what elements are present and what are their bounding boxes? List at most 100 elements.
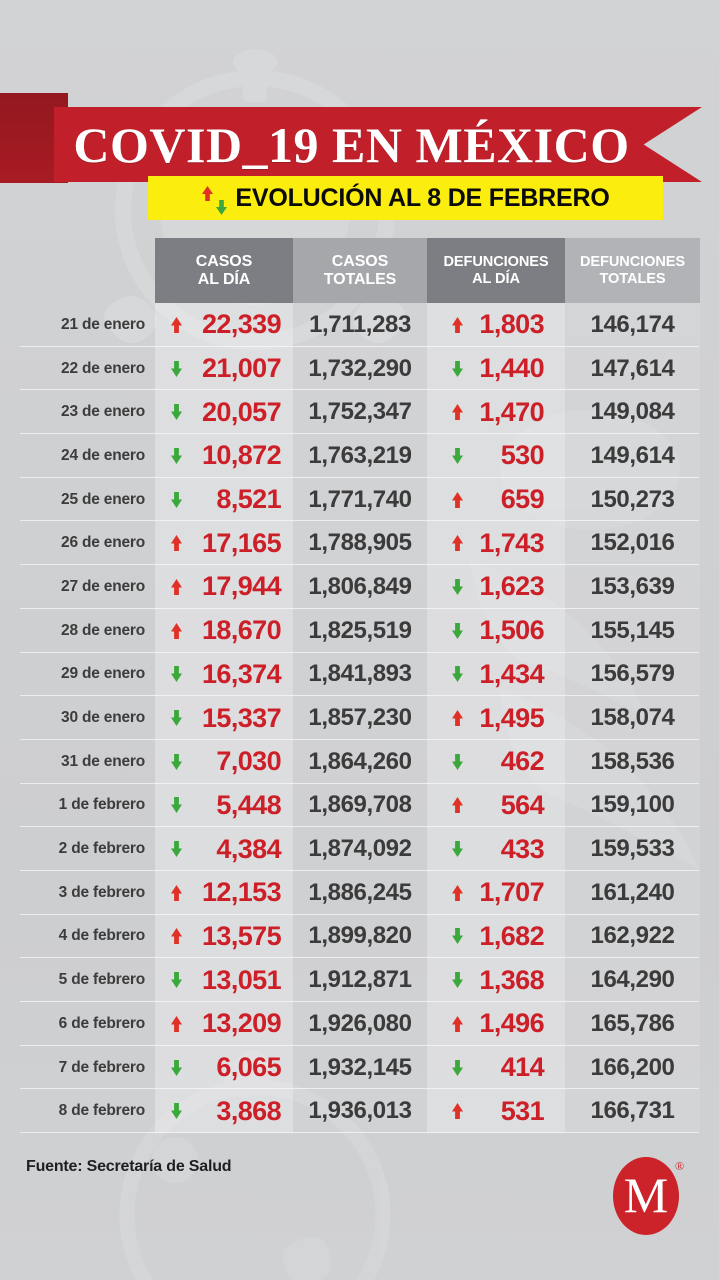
- cell-deaths-day: 1,368: [427, 958, 565, 1002]
- cell-cases-total: 1,936,013: [293, 1089, 427, 1134]
- cell-deaths-day: 1,470: [427, 390, 565, 435]
- cell-deaths-total: 149,614: [565, 434, 700, 478]
- cell-deaths-total: 149,084: [565, 390, 700, 435]
- logo-oval-shape: [613, 1157, 679, 1235]
- value-deaths-day: 1,434: [479, 658, 544, 689]
- table-row: 24 de enero 10,872 1,763,219 530 149,614: [0, 434, 719, 478]
- page-title: COVID_19 EN MÉXICO: [73, 116, 630, 173]
- value-cases-day: 22,339: [202, 309, 282, 340]
- cell-deaths-day: 1,707: [427, 870, 565, 915]
- value-deaths-total: 149,614: [590, 441, 675, 469]
- value-cases-total: 1,825,519: [308, 616, 412, 644]
- value-cases-day: 6,065: [216, 1052, 281, 1083]
- cell-cases-total: 1,932,145: [293, 1045, 427, 1090]
- value-deaths-total: 147,614: [590, 354, 675, 382]
- value-deaths-total: 150,273: [590, 485, 675, 513]
- cell-date: 1 de febrero: [58, 796, 146, 814]
- cell-cases-day: 17,944: [155, 565, 293, 609]
- cell-deaths-day: 1,440: [427, 346, 565, 391]
- cell-cases-day: 17,165: [155, 521, 293, 566]
- value-cases-total: 1,806,849: [308, 572, 412, 600]
- value-cases-total: 1,788,905: [308, 529, 412, 557]
- cell-deaths-total: 166,200: [565, 1045, 700, 1090]
- cell-deaths-day: 462: [427, 739, 565, 784]
- value-deaths-total: 166,200: [590, 1053, 675, 1081]
- value-deaths-total: 156,579: [590, 660, 675, 688]
- arrow-down-icon: [448, 622, 466, 640]
- arrow-down-icon: [167, 971, 185, 989]
- arrow-down-icon: [448, 971, 466, 989]
- table-row: 5 de febrero 13,051 1,912,871 1,368 164,290: [0, 958, 719, 1002]
- arrow-up-icon: [448, 1102, 466, 1120]
- value-deaths-total: 161,240: [590, 878, 675, 906]
- table-row: 21 de enero 22,339 1,711,283 1,803 146,174: [0, 303, 719, 347]
- cell-cases-day: 22,339: [155, 303, 293, 347]
- cell-deaths-day: 1,803: [427, 303, 565, 347]
- cell-cases-total: 1,732,290: [293, 346, 427, 391]
- value-deaths-day: 659: [500, 484, 545, 515]
- cell-deaths-total: 155,145: [565, 608, 700, 653]
- value-cases-day: 20,057: [202, 396, 282, 427]
- cell-cases-total: 1,841,893: [293, 652, 427, 697]
- table-row: 2 de febrero 4,384 1,874,092 433 159,533: [0, 827, 719, 871]
- value-deaths-day: 1,368: [479, 964, 544, 995]
- arrow-down-icon: [448, 753, 466, 771]
- cell-cases-day: 7,030: [155, 739, 293, 784]
- arrow-up-icon: [448, 884, 466, 902]
- arrow-up-icon: [448, 796, 466, 814]
- cell-date: 8 de febrero: [58, 1102, 146, 1120]
- arrow-up-icon: [202, 186, 214, 201]
- table-row: 29 de enero 16,374 1,841,893 1,434 156,579: [0, 652, 719, 697]
- table-row: 28 de enero 18,670 1,825,519 1,506 155,145: [0, 608, 719, 653]
- cell-cases-day: 13,209: [155, 1002, 293, 1046]
- table-row: 22 de enero 21,007 1,732,290 1,440 147,614: [0, 346, 719, 391]
- arrow-up-icon: [167, 534, 185, 552]
- arrow-up-icon: [167, 316, 185, 334]
- cell-date: 23 de enero: [61, 403, 145, 421]
- arrow-down-icon: [167, 796, 185, 814]
- arrow-down-icon: [448, 927, 466, 945]
- value-cases-day: 5,448: [216, 789, 281, 820]
- cell-deaths-day: 1,496: [427, 1002, 565, 1046]
- cell-cases-day: 15,337: [155, 696, 293, 740]
- cell-cases-total: 1,825,519: [293, 608, 427, 653]
- milenio-logo[interactable]: M ®: [613, 1157, 684, 1235]
- arrow-down-icon: [448, 447, 466, 465]
- cell-cases-total: 1,806,849: [293, 565, 427, 609]
- cell-deaths-total: 147,614: [565, 346, 700, 391]
- cell-date: 3 de febrero: [58, 883, 146, 901]
- cell-date: 7 de febrero: [58, 1058, 146, 1076]
- cell-date: 21 de enero: [61, 315, 145, 333]
- value-deaths-day: 1,495: [479, 702, 544, 733]
- value-cases-total: 1,869,708: [308, 791, 412, 819]
- arrow-up-icon: [167, 884, 185, 902]
- arrow-down-icon: [448, 840, 466, 858]
- cell-cases-total: 1,869,708: [293, 783, 427, 828]
- cell-cases-total: 1,912,871: [293, 958, 427, 1002]
- cell-deaths-total: 156,579: [565, 652, 700, 697]
- value-deaths-total: 158,074: [590, 704, 675, 732]
- covid-table: CASOS AL DÍA CASOS TOTALES DEFUNCIONES A…: [0, 238, 719, 1134]
- cell-cases-total: 1,899,820: [293, 914, 427, 959]
- cell-deaths-day: 1,434: [427, 652, 565, 697]
- cell-deaths-day: 1,495: [427, 696, 565, 740]
- cell-date: 5 de febrero: [58, 971, 146, 989]
- cell-deaths-day: 659: [427, 477, 565, 522]
- arrow-down-icon: [167, 491, 185, 509]
- cell-date: 22 de enero: [61, 359, 145, 377]
- value-cases-total: 1,926,080: [308, 1009, 412, 1037]
- cell-cases-day: 6,065: [155, 1045, 293, 1090]
- value-deaths-total: 146,174: [590, 310, 675, 338]
- value-cases-total: 1,886,245: [308, 878, 412, 906]
- cell-cases-day: 10,872: [155, 434, 293, 478]
- cell-deaths-day: 1,743: [427, 521, 565, 566]
- cell-date: 24 de enero: [61, 446, 145, 464]
- value-cases-total: 1,936,013: [308, 1097, 412, 1125]
- value-deaths-day: 1,743: [479, 527, 544, 558]
- value-deaths-total: 159,100: [590, 791, 675, 819]
- value-deaths-total: 162,922: [590, 922, 675, 950]
- footer: Fuente: Secretaría de Salud M ®: [0, 1145, 719, 1280]
- table-body: 21 de enero 22,339 1,711,283 1,803 146,174 22…: [0, 303, 719, 1134]
- value-deaths-day: 1,623: [479, 571, 544, 602]
- value-cases-day: 21,007: [202, 353, 282, 384]
